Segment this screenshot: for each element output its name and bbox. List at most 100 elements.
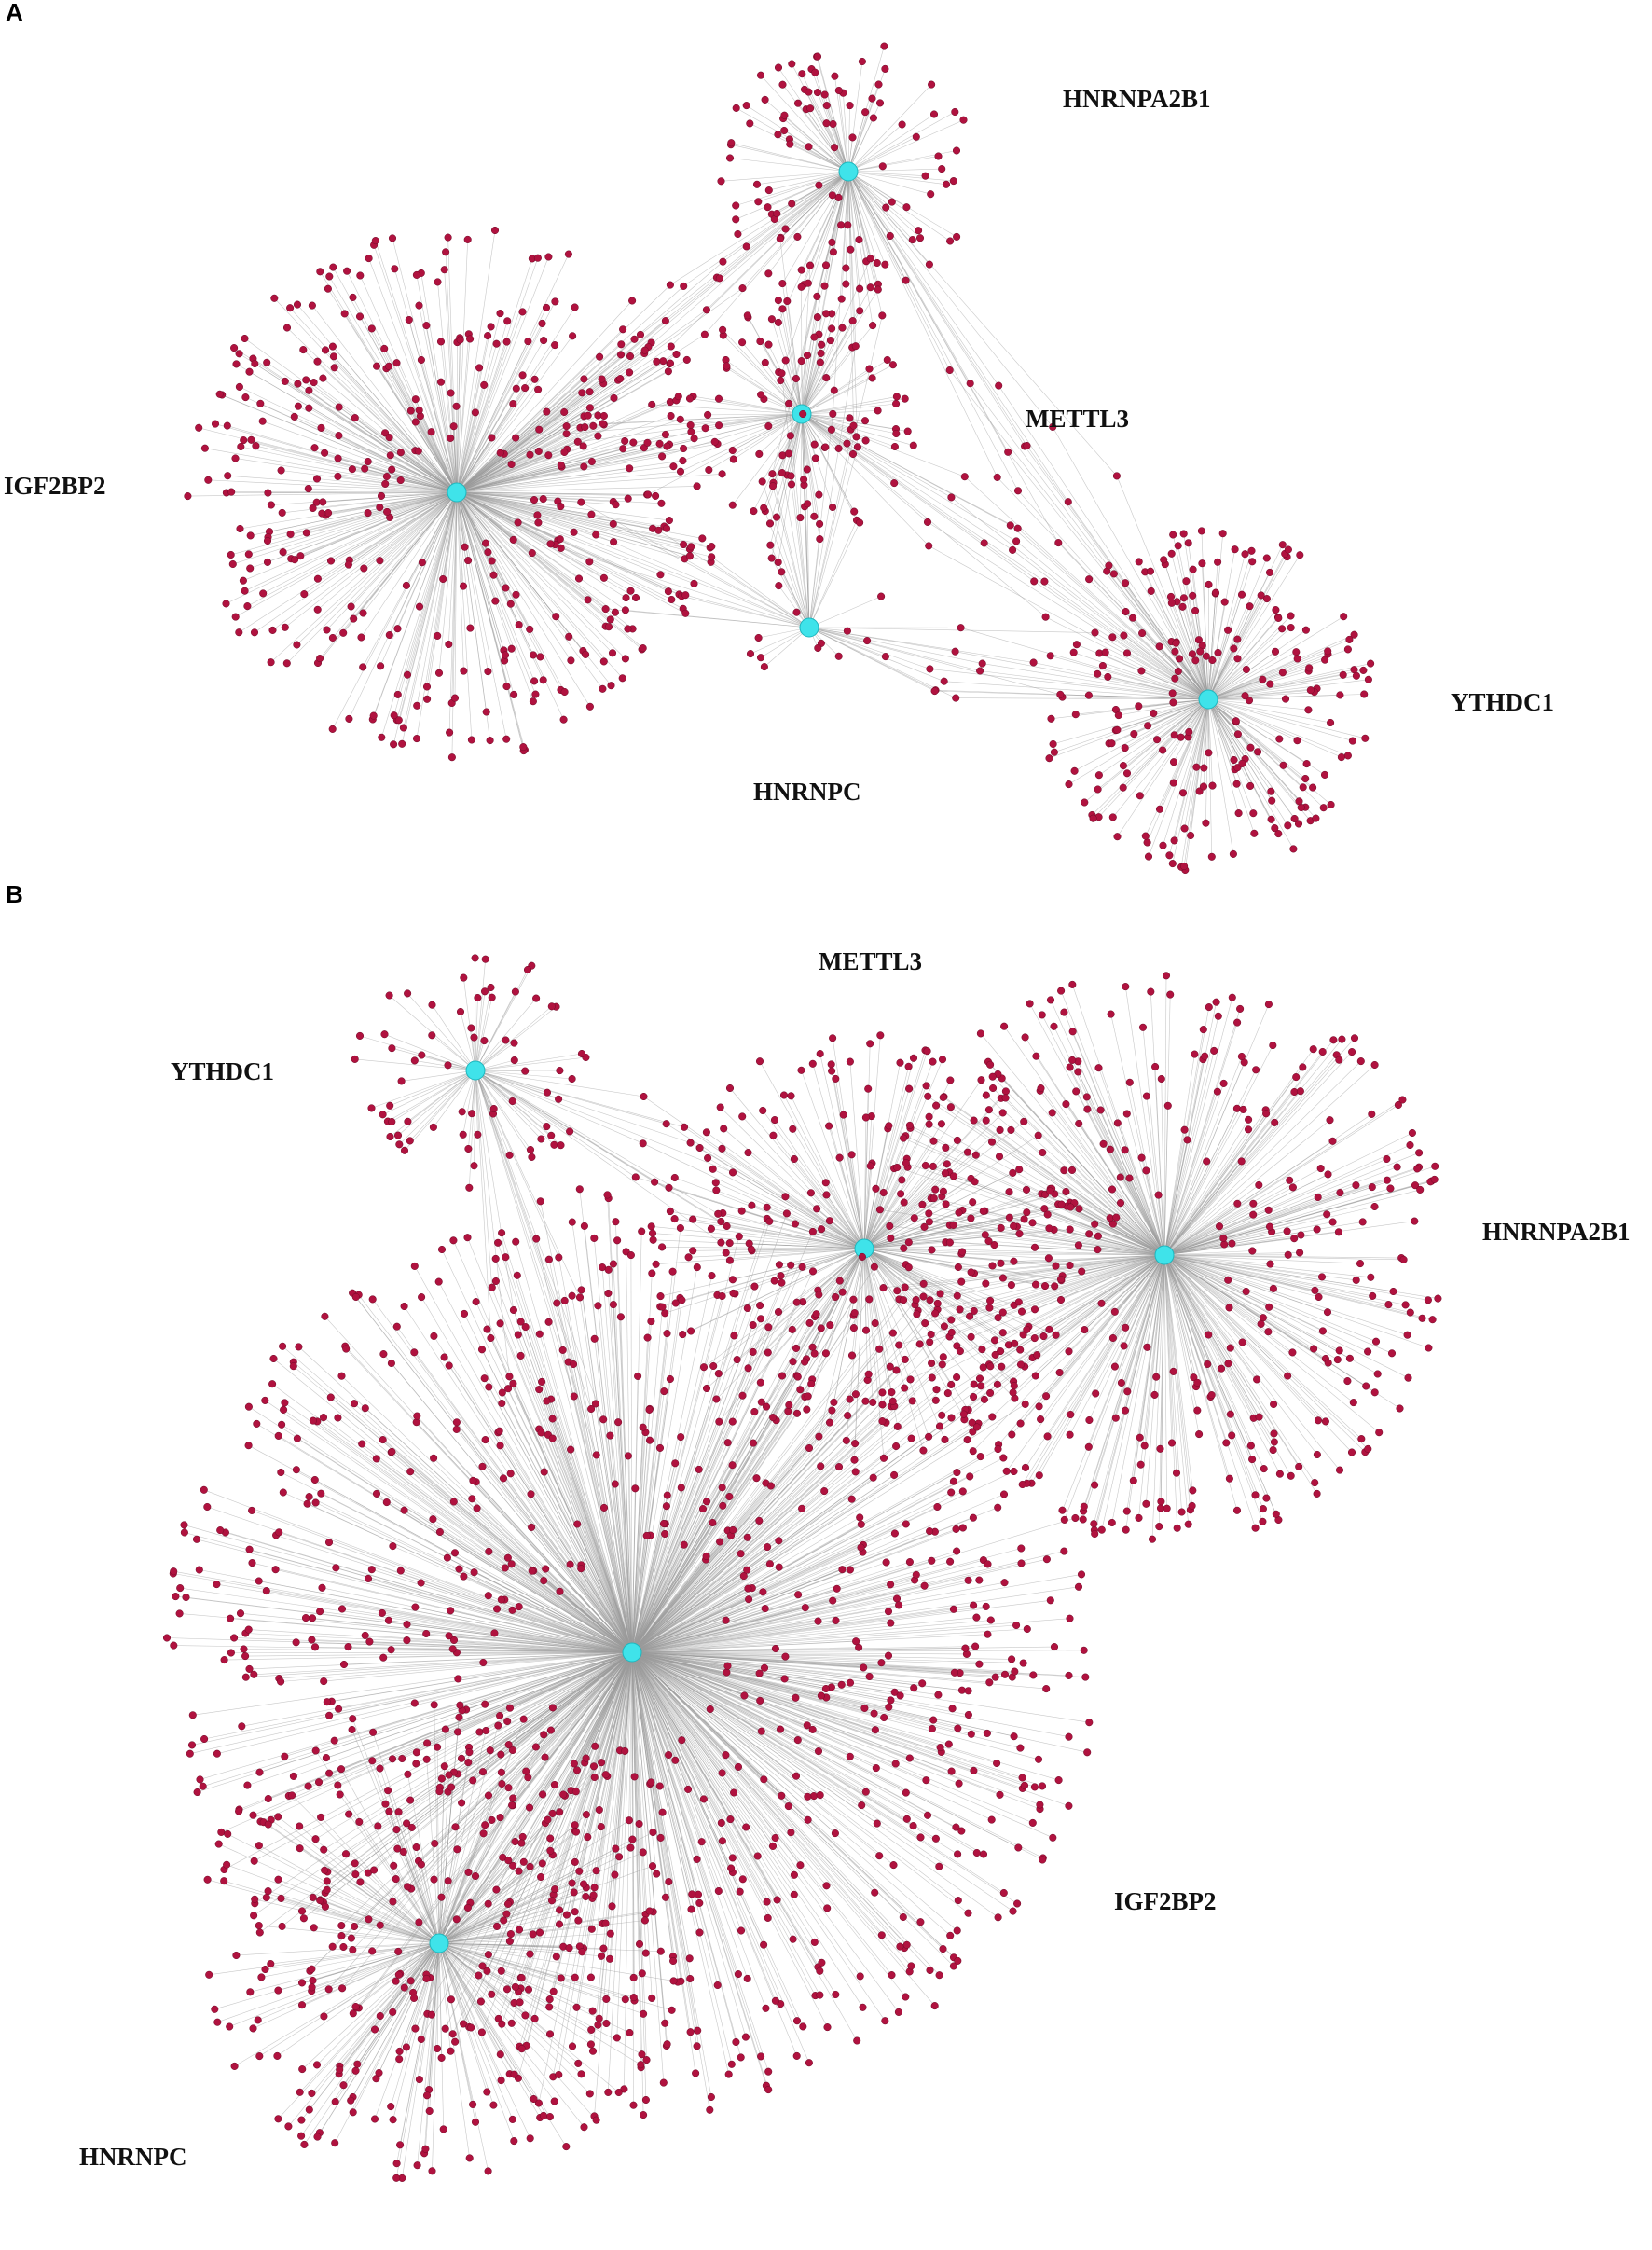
target-node	[670, 1215, 679, 1223]
edge	[1163, 1254, 1193, 1491]
edge	[631, 1299, 854, 1653]
edge	[456, 378, 621, 493]
target-node	[928, 1373, 936, 1382]
target-node	[616, 1313, 625, 1321]
edge	[375, 241, 458, 493]
target-node	[978, 1346, 986, 1354]
target-node	[695, 1143, 704, 1153]
target-node	[574, 574, 584, 583]
target-node	[1205, 580, 1213, 588]
target-node	[941, 1169, 949, 1178]
edge	[808, 627, 1061, 696]
edge	[438, 1942, 488, 2092]
edge	[722, 1248, 865, 1488]
edge	[255, 1898, 440, 1944]
shared-node	[945, 366, 954, 375]
target-node	[705, 465, 713, 475]
target-node	[1165, 851, 1174, 860]
edge	[950, 1106, 1165, 1256]
target-node	[1107, 1010, 1115, 1018]
target-node	[912, 132, 920, 141]
target-node	[813, 313, 821, 322]
target-node	[1169, 1367, 1177, 1375]
edge	[456, 440, 626, 493]
target-node	[406, 407, 415, 415]
target-node	[1018, 1480, 1026, 1489]
edge	[456, 285, 684, 493]
target-node	[949, 1221, 957, 1229]
edge	[1163, 1254, 1197, 1387]
edge	[438, 1942, 591, 2094]
target-node	[844, 221, 852, 229]
target-node	[1302, 760, 1311, 768]
edge	[249, 371, 458, 493]
target-node	[484, 668, 492, 676]
edge	[344, 313, 458, 493]
edge	[1163, 1132, 1413, 1256]
target-node	[1000, 1022, 1009, 1030]
target-node	[686, 421, 695, 430]
target-node	[1218, 1364, 1226, 1373]
edge	[417, 1415, 633, 1653]
edge	[1069, 1254, 1165, 1435]
target-node	[1358, 1218, 1367, 1226]
edge	[456, 491, 539, 523]
edge	[456, 344, 556, 493]
target-node	[1150, 1390, 1159, 1399]
edge	[929, 669, 1209, 700]
target-node	[534, 385, 543, 393]
edge	[456, 426, 585, 493]
edge	[631, 1437, 681, 1653]
edge	[475, 1070, 548, 1093]
target-node	[984, 1106, 993, 1114]
edge	[847, 171, 998, 478]
edge	[801, 413, 1045, 582]
edge	[456, 491, 623, 679]
edge	[863, 1164, 948, 1249]
edge	[324, 1870, 440, 1944]
target-node	[764, 269, 773, 278]
shared-node	[658, 452, 667, 461]
target-node	[1260, 1465, 1268, 1473]
shared-node	[774, 558, 782, 567]
edge	[1155, 1254, 1165, 1377]
edge	[425, 1942, 440, 2149]
edge	[1003, 1026, 1165, 1256]
target-node	[1020, 1215, 1028, 1223]
target-node	[1242, 665, 1250, 674]
target-node	[1074, 1241, 1082, 1249]
edge	[297, 406, 458, 493]
edge	[847, 171, 951, 242]
target-node	[980, 1395, 988, 1403]
target-node	[1350, 1034, 1359, 1042]
edge	[506, 1651, 633, 1990]
target-node	[334, 454, 342, 462]
target-node	[1057, 987, 1066, 995]
edge	[631, 1651, 762, 2057]
edge	[956, 697, 1209, 700]
target-node	[502, 683, 511, 691]
edge	[631, 1651, 827, 1886]
target-node	[1121, 744, 1129, 752]
target-node	[977, 1382, 985, 1390]
shared-node	[680, 282, 688, 290]
target-node	[680, 444, 688, 453]
target-node	[787, 1092, 795, 1100]
target-node	[1244, 1125, 1253, 1134]
target-node	[935, 1422, 944, 1430]
target-node	[901, 1283, 909, 1291]
edge	[1207, 675, 1356, 700]
target-node	[364, 457, 372, 466]
edge	[403, 491, 458, 728]
target-node	[172, 1593, 180, 1601]
target-node	[1205, 1331, 1213, 1339]
edge	[631, 1313, 936, 1653]
target-node	[759, 1106, 767, 1115]
shared-node	[715, 274, 723, 283]
edge	[1207, 698, 1309, 711]
edge	[426, 491, 458, 687]
target-node	[997, 1259, 1005, 1267]
edge	[456, 491, 494, 575]
target-node	[1011, 1339, 1019, 1347]
edge	[847, 114, 935, 173]
